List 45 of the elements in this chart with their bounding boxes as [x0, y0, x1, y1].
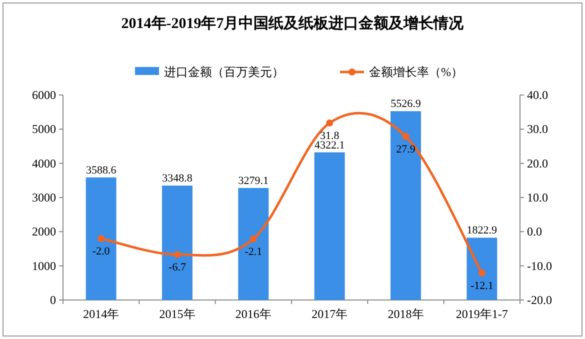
data-label: 3348.8: [162, 172, 193, 185]
x-tick-label: 2019年1-7: [456, 307, 508, 321]
x-tick-label: 2018年: [388, 307, 424, 321]
chart-title: 2014年-2019年7月中国纸及纸板进口金额及增长情况: [121, 14, 465, 32]
legend-label: 金额增长率（%）: [369, 65, 463, 79]
y-tick-label: 4000: [32, 156, 56, 170]
bar: [390, 111, 421, 300]
y-tick-label: 6000: [32, 88, 56, 102]
y-tick-label: 3000: [32, 190, 56, 204]
x-tick-label: 2017年: [312, 307, 348, 321]
point: [478, 270, 486, 277]
data-label: -2.1: [244, 246, 262, 258]
point: [174, 251, 181, 258]
point: [98, 235, 105, 242]
bar: [314, 152, 345, 300]
y2-tick-label: 20.0: [527, 156, 548, 170]
data-label: 5526.9: [390, 98, 422, 110]
y2-tick-label: -10.0: [527, 258, 552, 273]
y2-tick-label: 10.0: [527, 190, 548, 204]
data-label: 27.9: [396, 143, 416, 156]
y2-tick-label: 40.0: [527, 88, 548, 102]
data-label: 3588.6: [86, 164, 117, 176]
y2-tick-label: 0.0: [527, 224, 542, 239]
y-tick-label: 5000: [32, 122, 56, 136]
data-label: -2.0: [92, 246, 110, 258]
y2-tick-label: 30.0: [527, 122, 548, 136]
point: [250, 235, 257, 242]
data-label: -12.1: [470, 280, 494, 292]
x-tick-label: 2015年: [159, 307, 196, 321]
y-tick-label: 1000: [32, 258, 56, 273]
point: [326, 120, 334, 127]
bar: [162, 186, 192, 300]
data-label: 1822.9: [466, 224, 498, 237]
data-label: 3279.1: [238, 174, 269, 187]
bar: [466, 238, 498, 300]
bar: [238, 188, 269, 300]
legend-label: 进口金额（百万美元）: [164, 65, 284, 79]
y2-tick-label: -20.0: [527, 293, 552, 307]
bar: [86, 177, 116, 300]
y-tick-label: 2000: [32, 224, 56, 239]
y-tick-label: 0: [50, 293, 56, 307]
x-tick-label: 2016年: [235, 307, 272, 321]
data-label: -6.7: [168, 262, 186, 274]
x-tick-label: 2014年: [83, 307, 120, 321]
point: [402, 132, 410, 140]
